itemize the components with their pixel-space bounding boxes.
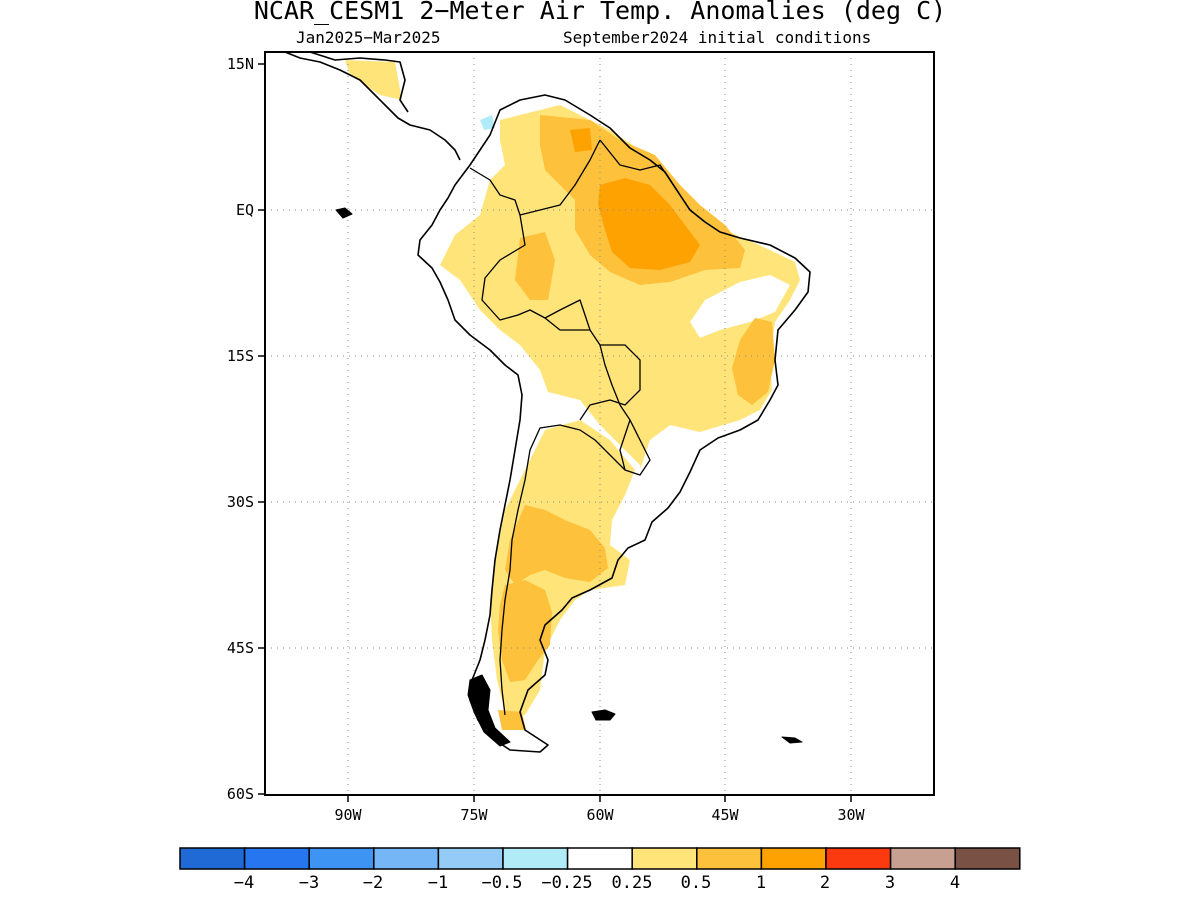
forecast-period: Jan2025−Mar2025: [296, 28, 441, 47]
lon-tick-label: 30W: [837, 806, 865, 824]
central-america-coastline: [284, 52, 461, 161]
cool-anomaly-patch: [480, 115, 495, 130]
lat-tick-label: 45S: [227, 639, 254, 657]
central-america-patch: [345, 60, 402, 100]
colorbar-label: 4: [950, 873, 960, 893]
colorbar-swatch: [243, 847, 310, 870]
colorbar-labels: −4 −3 −2 −1 −0.5 −0.25 0.25 0.5 1 2 3 4: [234, 873, 960, 893]
colorbar-label: 0.5: [681, 873, 712, 893]
colorbar-swatch: [502, 847, 569, 870]
colorbar-swatch: [373, 847, 440, 870]
island-south-georgia: [781, 736, 803, 744]
anomaly-patch-guiana: [570, 128, 592, 152]
colorbar-label: −2: [363, 873, 383, 893]
lon-tick-label: 45W: [711, 806, 739, 824]
colorbar-label: 1: [756, 873, 766, 893]
colorbar-label: −1: [428, 873, 448, 893]
anomaly-region-patagonia: [498, 580, 552, 682]
chile-fjords: [467, 674, 511, 747]
lat-tick-label: EQ: [236, 201, 254, 219]
colorbar-swatch: [308, 847, 375, 870]
anomaly-patch-west-amazon: [515, 232, 555, 300]
colorbar-swatch: [825, 847, 892, 870]
colorbar-swatch: [889, 847, 956, 870]
colorbar-label: 2: [820, 873, 830, 893]
anomaly-region-eastern-brazil: [732, 318, 775, 405]
lat-tick-label: 15S: [227, 347, 254, 365]
longitude-axis: [347, 795, 852, 802]
south-america-coastline: [417, 94, 811, 753]
colorbar-swatch: [631, 847, 698, 870]
map-title: NCAR_CESM1 2−Meter Air Temp. Anomalies (…: [253, 0, 947, 25]
anomaly-region-northeast-amazon: [598, 178, 700, 270]
lon-tick-label: 90W: [334, 806, 362, 824]
colorbar-swatch: [760, 847, 827, 870]
anomaly-region-northern-south-america: [440, 105, 800, 470]
colorbar-label: −4: [234, 873, 254, 893]
colorbar-label: −0.5: [482, 873, 523, 893]
neutral-patch-brazil: [690, 275, 790, 338]
initial-conditions: September2024 initial conditions: [563, 28, 872, 47]
colorbar-label: 0.25: [612, 873, 653, 893]
lat-tick-label: 15N: [227, 55, 254, 73]
colorbar-swatch: [566, 847, 633, 870]
colorbar-swatch: [954, 847, 1021, 870]
colorbar: [179, 847, 1021, 870]
colorbar-label: −0.25: [541, 873, 592, 893]
colorbar-swatch: [437, 847, 504, 870]
latitude-axis: [258, 63, 265, 795]
anomaly-shading: [345, 60, 800, 730]
colorbar-label: −3: [299, 873, 319, 893]
country-borders: [469, 139, 681, 716]
lat-tick-label: 30S: [227, 493, 254, 511]
coastlines: [284, 52, 811, 753]
colorbar-swatch: [179, 847, 246, 870]
island-galapagos: [335, 207, 353, 219]
lon-tick-label: 75W: [460, 806, 488, 824]
anomaly-region-central-argentina: [505, 505, 608, 585]
lat-tick-label: 60S: [227, 785, 254, 803]
island-falklands: [591, 709, 616, 721]
colorbar-swatch: [696, 847, 763, 870]
colorbar-label: 3: [885, 873, 895, 893]
lon-tick-label: 60W: [586, 806, 614, 824]
